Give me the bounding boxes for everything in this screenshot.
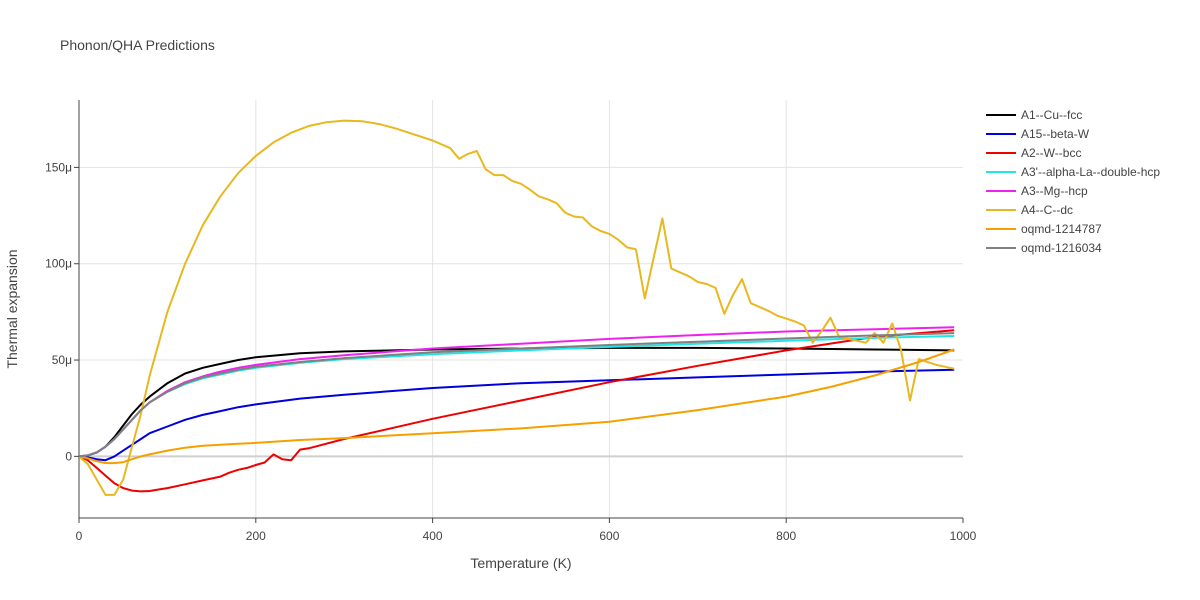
y-tick-label: 50μ bbox=[52, 353, 72, 367]
legend-label: A4--C--dc bbox=[1021, 203, 1073, 217]
series-line-oqmd-1216034 bbox=[79, 332, 955, 458]
legend[interactable]: A1--Cu--fcc A15--beta-W A2--W--bcc A3'--alp… bbox=[986, 108, 1160, 255]
x-tick-label: 0 bbox=[76, 529, 83, 543]
legend-label: oqmd-1216034 bbox=[1021, 241, 1102, 255]
x-tick-label: 600 bbox=[599, 529, 619, 543]
x-tick-label: 200 bbox=[246, 529, 266, 543]
legend-item-a1-cu-fcc[interactable]: A1--Cu--fcc bbox=[986, 108, 1082, 122]
x-tick-label: 1000 bbox=[950, 529, 977, 543]
y-tick-label: 100μ bbox=[45, 257, 72, 271]
series-line-a3-alpha-la-double-hcp bbox=[79, 335, 955, 458]
y-tick-label: 150μ bbox=[45, 160, 72, 174]
legend-item-a2-w-bcc[interactable]: A2--W--bcc bbox=[986, 146, 1081, 160]
legend-item-a3-mg-hcp[interactable]: A3--Mg--hcp bbox=[986, 184, 1088, 198]
chart-title: Phonon/QHA Predictions bbox=[60, 37, 215, 53]
legend-label: A2--W--bcc bbox=[1021, 146, 1081, 160]
legend-label: A3--Mg--hcp bbox=[1021, 184, 1088, 198]
series-line-a2-w-bcc bbox=[79, 329, 955, 493]
grid-layer bbox=[79, 100, 963, 518]
legend-label: A15--beta-W bbox=[1021, 127, 1090, 141]
tick-layer: 0 200 400 600 800 1000 0 50μ 100μ 150μ bbox=[45, 160, 977, 543]
series-line-a15-beta-w bbox=[79, 368, 955, 462]
y-tick-label: 0 bbox=[65, 449, 72, 463]
axis-layer bbox=[78, 100, 963, 519]
series-line-a3-mg-hcp bbox=[79, 326, 955, 458]
series-line-oqmd-1214787 bbox=[79, 348, 955, 465]
series-line-a4-c-dc bbox=[79, 119, 955, 496]
series-layer bbox=[79, 119, 955, 496]
legend-item-oqmd-1214787[interactable]: oqmd-1214787 bbox=[986, 222, 1102, 236]
legend-label: A1--Cu--fcc bbox=[1021, 108, 1082, 122]
legend-label: A3'--alpha-La--double-hcp bbox=[1021, 165, 1160, 179]
x-tick-label: 400 bbox=[423, 529, 443, 543]
legend-label: oqmd-1214787 bbox=[1021, 222, 1102, 236]
legend-item-a3-alpha-la-double-hcp[interactable]: A3'--alpha-La--double-hcp bbox=[986, 165, 1160, 179]
x-axis-label: Temperature (K) bbox=[470, 555, 571, 571]
legend-item-a4-c-dc[interactable]: A4--C--dc bbox=[986, 203, 1073, 217]
x-tick-label: 800 bbox=[776, 529, 796, 543]
legend-item-oqmd-1216034[interactable]: oqmd-1216034 bbox=[986, 241, 1102, 255]
legend-item-a15-beta-w[interactable]: A15--beta-W bbox=[986, 127, 1090, 141]
series-line-a1-cu-fcc bbox=[79, 346, 955, 458]
y-axis-label: Thermal expansion bbox=[4, 249, 20, 368]
